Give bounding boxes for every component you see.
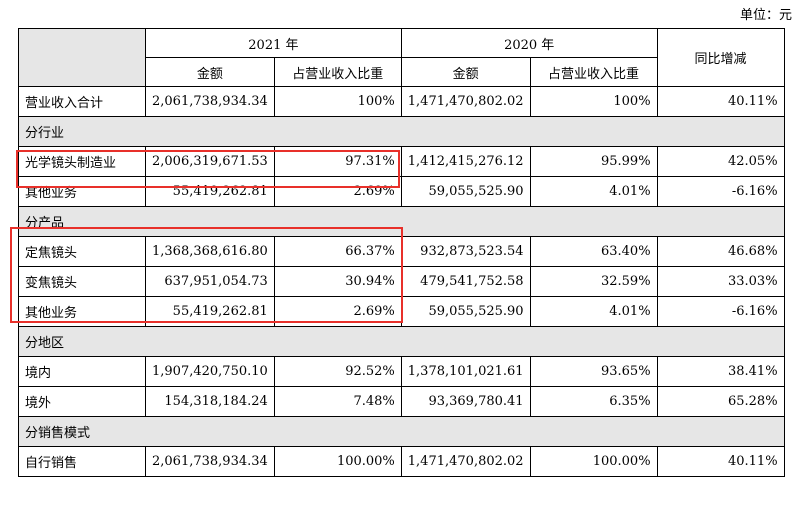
amount-2020-cell: 932,873,523.54: [400, 236, 531, 267]
section-label: 分销售模式: [18, 416, 785, 447]
row-label: 变焦镜头: [18, 266, 146, 297]
amount-2021-cell: 2,006,319,671.53: [145, 146, 275, 177]
yoy-cell: -6.16%: [656, 296, 785, 327]
section-label: 分产品: [18, 206, 785, 237]
row-label: 营业收入合计: [18, 86, 146, 117]
row-label: 自行销售: [18, 446, 146, 477]
ratio-2021-cell: 2.69%: [273, 296, 402, 327]
header-blank-cell: [18, 28, 146, 87]
section-row: 分产品: [18, 206, 785, 237]
table-row: 自行销售 2,061,738,934.34 100.00% 1,471,470,802…: [18, 446, 785, 477]
header-2021: 2021 年: [145, 28, 402, 58]
amount-2021-cell: 2,061,738,934.34: [145, 446, 275, 477]
header-amount-2021: 金额: [145, 57, 275, 87]
section-row: 分地区: [18, 326, 785, 357]
table-row: 其他业务 55,419,262.81 2.69% 59,055,525.90 4.01%…: [18, 176, 785, 207]
amount-2020-cell: 59,055,525.90: [400, 176, 531, 207]
ratio-2021-cell: 100%: [273, 86, 402, 117]
row-label: 其他业务: [18, 176, 146, 207]
table-row: 变焦镜头 637,951,054.73 30.94% 479,541,752.58 32…: [18, 266, 785, 297]
amount-2021-cell: 637,951,054.73: [145, 266, 275, 297]
header-ratio-2020: 占营业收入比重: [529, 57, 658, 87]
yoy-cell: 33.03%: [656, 266, 785, 297]
amount-2021-cell: 2,061,738,934.34: [145, 86, 275, 117]
row-label: 定焦镜头: [18, 236, 146, 267]
row-label: 光学镜头制造业: [18, 146, 146, 177]
amount-2021-cell: 1,368,368,616.80: [145, 236, 275, 267]
header-row-years: 2021 年 2020 年 同比增减: [18, 28, 785, 87]
ratio-2020-cell: 63.40%: [529, 236, 658, 267]
ratio-2021-cell: 92.52%: [273, 356, 402, 387]
yoy-cell: -6.16%: [656, 176, 785, 207]
row-label: 境外: [18, 386, 146, 417]
unit-label: 单位：元: [739, 8, 792, 23]
revenue-table: 2021 年 2020 年 同比增减 金额 占营业收入比重 金额 占营业收入比重…: [18, 28, 785, 477]
table-row: 境外 154,318,184.24 7.48% 93,369,780.41 6.35% 6…: [18, 386, 785, 417]
ratio-2021-cell: 97.31%: [273, 146, 402, 177]
amount-2020-cell: 479,541,752.58: [400, 266, 531, 297]
ratio-2021-cell: 30.94%: [273, 266, 402, 297]
table-row: 其他业务 55,419,262.81 2.69% 59,055,525.90 4.01%…: [18, 296, 785, 327]
row-label: 其他业务: [18, 296, 146, 327]
ratio-2021-cell: 100.00%: [273, 446, 402, 477]
table-body: 营业收入合计 2,061,738,934.34 100% 1,471,470,802.…: [18, 86, 785, 477]
table-row: 定焦镜头 1,368,368,616.80 66.37% 932,873,523.54…: [18, 236, 785, 267]
ratio-2021-cell: 7.48%: [273, 386, 402, 417]
section-label: 分地区: [18, 326, 785, 357]
header-yoy: 同比增减: [656, 28, 785, 87]
table-row: 营业收入合计 2,061,738,934.34 100% 1,471,470,802.…: [18, 86, 785, 117]
amount-2021-cell: 55,419,262.81: [145, 296, 275, 327]
yoy-cell: 40.11%: [656, 86, 785, 117]
section-row: 分销售模式: [18, 416, 785, 447]
row-label: 境内: [18, 356, 146, 387]
amount-2021-cell: 154,318,184.24: [145, 386, 275, 417]
yoy-cell: 46.68%: [656, 236, 785, 267]
yoy-cell: 65.28%: [656, 386, 785, 417]
ratio-2020-cell: 100.00%: [529, 446, 658, 477]
ratio-2020-cell: 6.35%: [529, 386, 658, 417]
yoy-cell: 40.11%: [656, 446, 785, 477]
ratio-2020-cell: 4.01%: [529, 176, 658, 207]
ratio-2020-cell: 93.65%: [529, 356, 658, 387]
amount-2020-cell: 1,412,415,276.12: [400, 146, 531, 177]
header-amount-2020: 金额: [400, 57, 531, 87]
ratio-2021-cell: 2.69%: [273, 176, 402, 207]
table-row: 境内 1,907,420,750.10 92.52% 1,378,101,021.61…: [18, 356, 785, 387]
amount-2020-cell: 1,471,470,802.02: [400, 86, 531, 117]
table-row: 光学镜头制造业 2,006,319,671.53 97.31% 1,412,415,2…: [18, 146, 785, 177]
yoy-cell: 38.41%: [656, 356, 785, 387]
header-ratio-2021: 占营业收入比重: [273, 57, 402, 87]
yoy-cell: 42.05%: [656, 146, 785, 177]
header-2020: 2020 年: [400, 28, 658, 58]
ratio-2020-cell: 100%: [529, 86, 658, 117]
amount-2021-cell: 1,907,420,750.10: [145, 356, 275, 387]
amount-2020-cell: 1,471,470,802.02: [400, 446, 531, 477]
ratio-2020-cell: 32.59%: [529, 266, 658, 297]
header-row-metrics: 金额 占营业收入比重 金额 占营业收入比重: [19, 57, 785, 87]
ratio-2020-cell: 95.99%: [529, 146, 658, 177]
section-row: 分行业: [18, 116, 785, 147]
amount-2020-cell: 59,055,525.90: [400, 296, 531, 327]
section-label: 分行业: [18, 116, 785, 147]
amount-2020-cell: 93,369,780.41: [400, 386, 531, 417]
ratio-2021-cell: 66.37%: [273, 236, 402, 267]
ratio-2020-cell: 4.01%: [529, 296, 658, 327]
amount-2020-cell: 1,378,101,021.61: [400, 356, 531, 387]
amount-2021-cell: 55,419,262.81: [145, 176, 275, 207]
